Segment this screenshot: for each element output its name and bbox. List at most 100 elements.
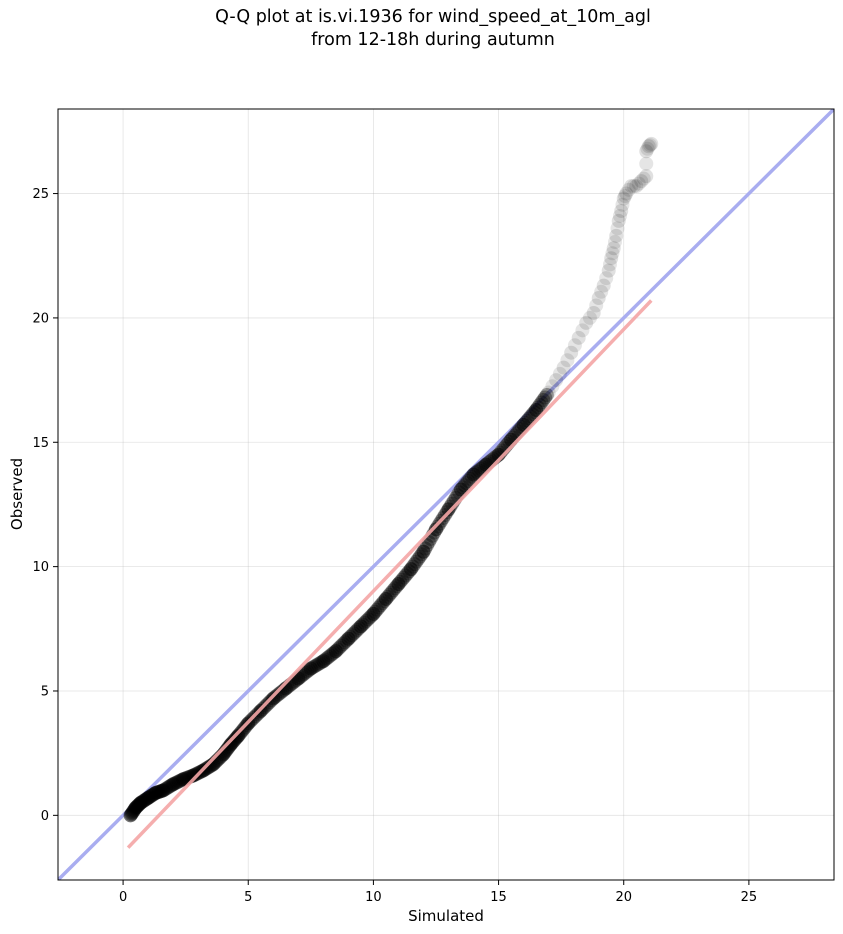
quantile-point-fill	[200, 760, 215, 775]
quantile-point-fill	[582, 310, 597, 325]
quantile-point-fill	[457, 478, 472, 493]
quantile-point-26	[391, 577, 406, 592]
quantile-point-23	[353, 619, 368, 634]
quantile-point-25	[378, 591, 393, 606]
quantile-point-41	[564, 345, 579, 360]
quantile-point-60	[641, 139, 656, 154]
quantile-point-fill	[387, 581, 402, 596]
quantile-point-53	[616, 191, 631, 206]
quantile-point-51	[611, 213, 626, 228]
quantile-point-fill	[127, 803, 142, 818]
quantile-point-19	[303, 661, 318, 676]
quantile-point-fill	[462, 471, 477, 486]
quantile-point-fill	[443, 499, 458, 514]
quantile-point-fill	[305, 660, 320, 675]
quantile-point-fill	[125, 806, 140, 821]
quantile-point-fill	[294, 668, 309, 683]
quantile-point-fill	[602, 257, 617, 272]
quantile-point-fill	[146, 787, 161, 802]
quantile-point-fill	[173, 773, 188, 788]
quantile-point-fill	[362, 610, 377, 625]
quantile-point-fill	[405, 559, 420, 574]
quantile-point-fill	[375, 596, 390, 611]
quantile-point-44	[586, 305, 601, 320]
quantile-point-fill	[539, 388, 554, 403]
quantile-point-fill	[134, 795, 149, 810]
quantile-point-fill	[268, 690, 283, 705]
quantile-point-22	[341, 631, 356, 646]
quantile-point-fill	[552, 366, 567, 381]
quantile-point-fill	[229, 731, 244, 746]
quantile-point-fill	[325, 647, 340, 662]
quantile-point-fill	[357, 615, 372, 630]
quantile-point-30	[441, 502, 456, 517]
quantile-point-fill	[344, 628, 359, 643]
x-tick-label-5: 25	[741, 890, 758, 905]
quantile-point-fill	[222, 738, 237, 753]
quantile-point-fill	[414, 547, 429, 562]
quantile-point-fill	[170, 775, 185, 790]
y-axis-label: Observed	[8, 458, 26, 530]
quantile-point-fill	[174, 772, 189, 787]
x-axis-label: Simulated	[408, 907, 484, 925]
quantile-point-fill	[575, 323, 590, 338]
quantile-point-fill	[327, 645, 342, 660]
quantile-point-fill	[131, 798, 146, 813]
chart-subtitle: from 12-18h during autumn	[311, 30, 555, 50]
x-tick-label-4: 20	[615, 890, 632, 905]
quantile-point-fill	[203, 759, 218, 774]
quantile-point-fill	[140, 791, 155, 806]
quantile-point-fill	[384, 585, 399, 600]
quantile-point-fill	[339, 633, 354, 648]
quantile-point-fill	[538, 390, 553, 405]
quantile-point-fill	[330, 642, 345, 657]
quantile-point-fill	[400, 566, 415, 581]
quantile-point-fill	[187, 767, 202, 782]
quantile-point-45	[591, 291, 606, 306]
y-tick-label-2: 10	[32, 560, 49, 575]
quantile-point-59	[639, 144, 654, 159]
quantile-point-fill	[371, 600, 386, 615]
quantile-point-fill	[149, 785, 164, 800]
quantile-points	[123, 136, 659, 823]
quantile-point-fill	[527, 405, 542, 420]
quantile-point-fill	[323, 648, 338, 663]
quantile-point-fill	[129, 800, 144, 815]
quantile-point-fill	[224, 736, 239, 751]
quantile-point-fill	[589, 298, 604, 313]
quantile-point-fill	[471, 463, 486, 478]
quantile-point-fill	[348, 624, 363, 639]
quantile-point-fill	[144, 788, 159, 803]
quantile-point-fill	[127, 801, 142, 816]
quantile-point-fill	[307, 659, 322, 674]
y-axis-ticks: 0 5 10 15 20 25	[32, 187, 58, 824]
quantile-point-31	[454, 482, 469, 497]
quantile-point-fill	[523, 409, 538, 424]
quantile-point-fill	[380, 589, 395, 604]
quantile-point-fill	[225, 734, 240, 749]
quantile-point-fill	[468, 466, 483, 481]
quantile-point-fill	[160, 780, 175, 795]
quantile-point-fill	[407, 557, 422, 572]
quantile-point-fill	[310, 657, 325, 672]
quantile-point-fill	[361, 612, 376, 627]
quantile-point-fill	[355, 617, 370, 632]
quantile-point-fill	[318, 652, 333, 667]
quantile-point-fill	[402, 564, 417, 579]
quantile-point-fill	[269, 688, 284, 703]
x-axis-ticks: 0 5 10 15 20 25	[119, 880, 757, 905]
quantile-point-fill	[151, 784, 166, 799]
quantile-point-fill	[352, 621, 367, 636]
quantile-point-fill	[130, 799, 145, 814]
plot-frame	[57, 108, 835, 881]
quantile-point-fill	[155, 783, 170, 798]
quantile-point-fill	[567, 338, 582, 353]
quantile-point-fill	[132, 796, 147, 811]
quantile-point-fill	[525, 407, 540, 422]
quantile-point-fill	[411, 552, 426, 567]
quantile-point-fill	[389, 579, 404, 594]
quantile-point-fill	[560, 353, 575, 368]
quantile-point-fill	[643, 138, 658, 153]
quantile-point-fill	[343, 629, 358, 644]
